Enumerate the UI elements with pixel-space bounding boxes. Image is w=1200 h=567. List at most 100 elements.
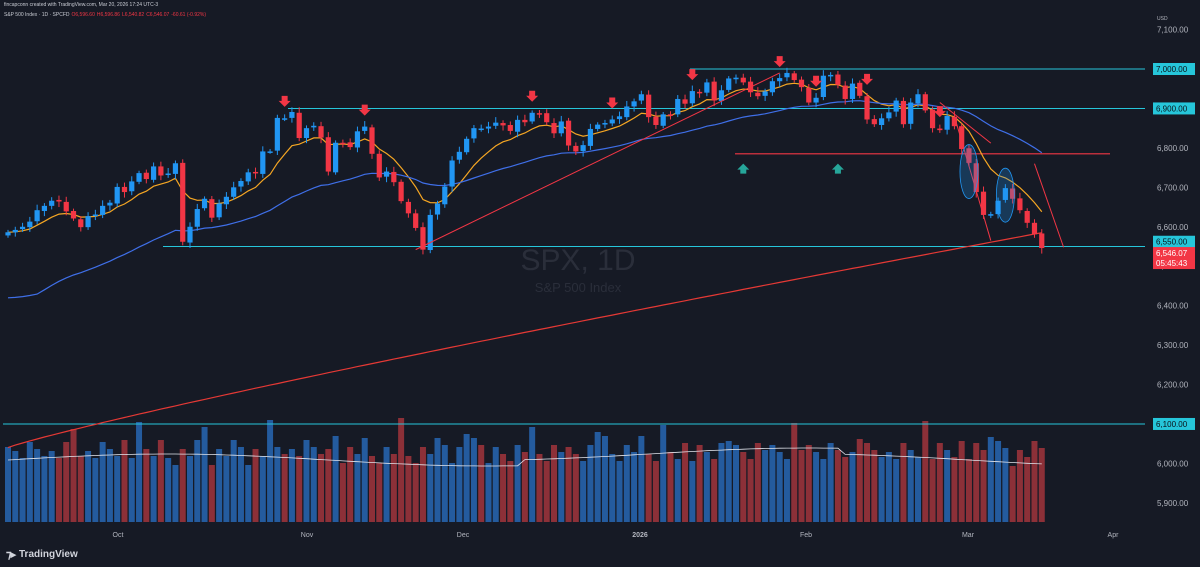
volume-bar <box>274 447 281 522</box>
candle-body <box>529 112 535 122</box>
volume-bar <box>398 418 405 522</box>
instrument-name[interactable]: S&P 500 Index · 1D · SPCFD <box>4 12 70 18</box>
volume-bar <box>208 465 215 522</box>
ohlc-high: H6,596.86 <box>96 12 120 18</box>
volume-bar <box>114 456 121 522</box>
candle-body <box>915 94 921 104</box>
candle-body <box>493 122 499 126</box>
volume-bar <box>572 454 579 522</box>
level-6550-tag <box>1153 235 1195 248</box>
volume-bar <box>63 442 70 522</box>
volume-bar <box>267 420 274 522</box>
candle-body <box>587 128 593 146</box>
y-tick-label: 6,400.00 <box>1157 302 1189 311</box>
volume-bar <box>1002 448 1009 522</box>
candle-body <box>820 75 826 98</box>
level-6900-tag-text: 6,900.00 <box>1156 104 1188 113</box>
volume-bar <box>470 438 477 522</box>
candle-body <box>325 137 331 172</box>
volume-bar <box>987 437 994 522</box>
volume-bar <box>500 454 507 522</box>
volume-bar <box>427 454 434 522</box>
highlight-ellipse <box>995 167 1015 223</box>
candle-body <box>449 160 455 187</box>
candle-body <box>951 116 957 127</box>
candle-body <box>544 113 550 123</box>
x-tick-label: Mar <box>962 532 975 539</box>
candle-body <box>573 145 579 152</box>
buy-arrow-icon <box>737 163 750 174</box>
legend-line: S&P 500 Index · 1D · SPCFD O6,596.60 H6,… <box>4 12 206 18</box>
volume-bar <box>369 456 375 522</box>
candle-body <box>231 187 237 197</box>
candle-body <box>245 172 251 182</box>
volume-bar <box>179 449 186 522</box>
candle-body <box>711 81 717 101</box>
volume-bar <box>762 450 769 522</box>
candle-body <box>78 219 84 228</box>
tradingview-logo[interactable]: ⁊▸ TradingView <box>6 548 78 561</box>
candle-body <box>267 151 273 153</box>
volume-bar <box>813 452 820 522</box>
volume-bar <box>915 457 921 522</box>
volume-bar <box>281 454 288 522</box>
candle-body <box>413 213 419 228</box>
candle-body <box>515 119 521 132</box>
volume-bar <box>922 421 929 522</box>
volume-bar <box>645 454 652 522</box>
volume-bar <box>1024 457 1031 522</box>
volume-bar <box>99 442 106 522</box>
volume-bar <box>864 443 871 522</box>
candle-body <box>944 115 950 130</box>
candle-body <box>442 186 448 205</box>
volume-bar <box>288 449 295 522</box>
candle-body <box>180 162 186 242</box>
volume-bar <box>754 443 761 522</box>
volume-bar <box>514 445 521 522</box>
candle-body <box>522 119 528 123</box>
volume-bar <box>507 461 514 522</box>
highlight-ellipse <box>959 144 979 199</box>
candle-body <box>755 92 761 97</box>
candle-body <box>507 125 513 131</box>
trend-line <box>953 116 992 241</box>
volume-bar <box>696 445 703 522</box>
volume-bar <box>463 434 470 522</box>
y-tick-label: 6,000.00 <box>1157 459 1189 468</box>
candle-body <box>282 118 288 120</box>
volume-bar <box>259 456 266 522</box>
candle-body <box>223 196 229 205</box>
volume-bar <box>449 463 456 522</box>
volume-bar <box>390 454 397 522</box>
volume-bar <box>41 456 48 522</box>
volume-bar <box>769 445 776 522</box>
volume-bar <box>747 459 754 522</box>
candle-body <box>667 114 674 116</box>
y-tick-label: 5,900.00 <box>1157 499 1189 508</box>
volume-bar <box>776 452 783 522</box>
candle-body <box>536 113 543 115</box>
candle-body <box>813 97 819 103</box>
x-tick-label: Dec <box>457 532 470 539</box>
volume-bar <box>980 450 987 522</box>
y-tick-label: 6,700.00 <box>1157 183 1189 192</box>
candle-body <box>653 116 659 126</box>
level-6550-tag-text: 6,550.00 <box>1156 238 1188 247</box>
candle-body <box>121 186 128 193</box>
candle-body <box>376 153 382 178</box>
candle-body <box>886 112 892 119</box>
candle-body <box>602 123 608 125</box>
chart-header: fincapconn created with TradingView.com,… <box>0 0 1200 28</box>
candle-body <box>798 79 805 88</box>
candle-body <box>318 126 324 138</box>
volume-bar <box>594 432 601 522</box>
volume-bar <box>223 456 230 522</box>
candle-body <box>165 173 171 176</box>
volume-bar <box>885 452 892 522</box>
candle-body <box>347 142 353 148</box>
volume-bar <box>12 451 19 522</box>
candle-body <box>129 181 135 192</box>
sell-arrow-icon <box>606 97 619 109</box>
candle-body <box>959 126 965 150</box>
